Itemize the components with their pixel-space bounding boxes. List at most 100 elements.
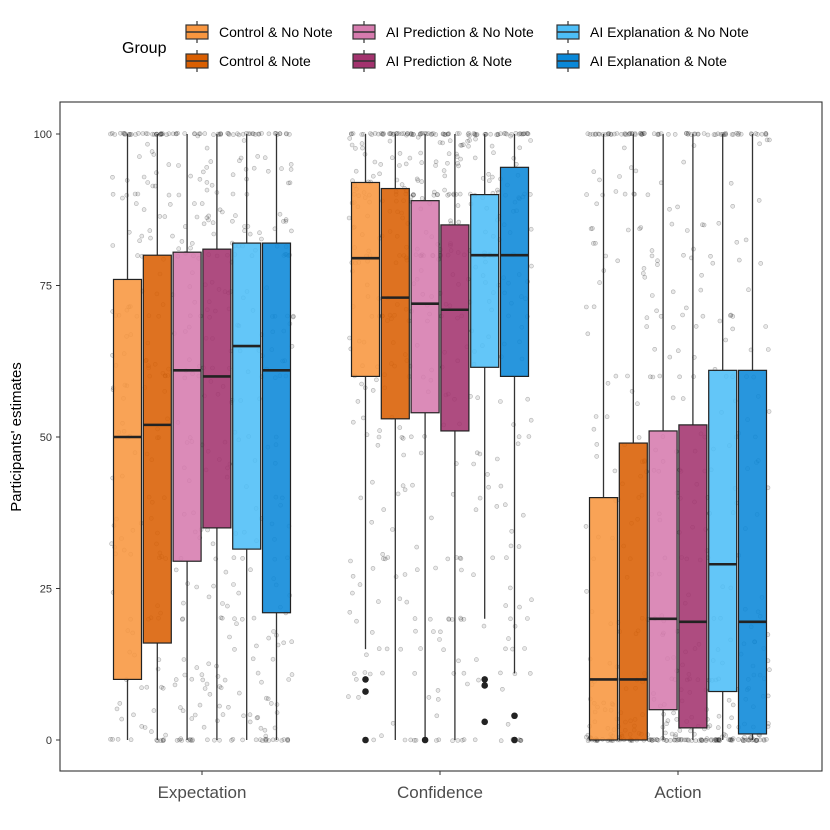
jitter-point — [489, 143, 495, 149]
jitter-point — [668, 738, 673, 743]
jitter-point — [236, 590, 241, 596]
jitter-point — [218, 685, 224, 691]
jitter-point — [163, 732, 168, 738]
jitter-point — [740, 738, 746, 743]
jitter-point — [528, 417, 534, 423]
jitter-point — [472, 131, 478, 137]
jitter-point — [446, 151, 452, 156]
jitter-point — [117, 701, 123, 706]
jitter-point — [594, 454, 600, 459]
jitter-point — [640, 131, 645, 136]
jitter-point — [192, 201, 197, 206]
jitter-point — [388, 131, 394, 136]
legend-label: Control & Note — [219, 53, 311, 69]
jitter-point — [593, 241, 598, 246]
jitter-point — [465, 132, 471, 137]
jitter-point — [584, 192, 589, 197]
jitter-point — [233, 213, 238, 218]
jitter-point — [370, 173, 376, 179]
jitter-point — [713, 132, 718, 137]
jitter-point — [418, 646, 423, 651]
jitter-point — [160, 131, 165, 136]
jitter-point — [419, 196, 425, 201]
jitter-point — [348, 131, 354, 137]
jitter-point — [626, 132, 632, 137]
jitter-point — [505, 721, 511, 727]
jitter-point — [525, 396, 531, 402]
jitter-point — [417, 132, 423, 137]
jitter-point — [400, 483, 406, 489]
jitter-point — [248, 567, 253, 573]
jitter-point — [262, 155, 268, 160]
jitter-point — [399, 131, 405, 137]
jitter-point — [151, 152, 157, 157]
jitter-point — [698, 737, 704, 742]
jitter-point — [471, 572, 476, 578]
jitter-point — [456, 219, 462, 225]
jitter-point — [667, 207, 672, 212]
jitter-point — [508, 133, 513, 139]
legend-item-control-and-no-note: Control & No Note — [185, 21, 333, 43]
jitter-point — [164, 132, 169, 137]
jitter-point — [477, 451, 483, 457]
jitter-point — [285, 738, 291, 744]
jitter-point — [404, 599, 410, 605]
jitter-point — [270, 656, 276, 662]
box-iqr — [470, 194, 500, 368]
jitter-point — [400, 436, 406, 441]
jitter-point — [726, 737, 732, 742]
jitter-point — [372, 159, 378, 165]
jitter-point — [364, 652, 369, 658]
jitter-point — [627, 131, 633, 136]
jitter-point — [695, 131, 701, 137]
jitter-point — [180, 708, 186, 714]
jitter-point — [736, 737, 741, 742]
jitter-point — [730, 326, 736, 332]
jitter-point — [414, 567, 420, 573]
box-iqr — [440, 224, 470, 432]
jitter-point — [704, 738, 709, 743]
jitter-point — [652, 346, 658, 352]
jitter-point — [230, 736, 236, 742]
jitter-point — [398, 646, 404, 652]
jitter-point — [242, 228, 247, 233]
jitter-point — [596, 131, 601, 137]
jitter-point — [408, 737, 414, 743]
jitter-point — [370, 479, 375, 485]
jitter-point — [440, 131, 446, 137]
jitter-point — [526, 434, 532, 439]
jitter-point — [188, 173, 193, 179]
jitter-point — [225, 603, 230, 609]
jitter-point — [486, 484, 491, 490]
jitter-point — [743, 237, 749, 243]
jitter-point — [605, 380, 611, 386]
jitter-point — [166, 192, 172, 198]
jitter-point — [516, 544, 522, 549]
jitter-point — [435, 192, 440, 197]
jitter-point — [118, 131, 123, 136]
jitter-point — [517, 131, 523, 136]
outlier-point — [362, 736, 369, 744]
jitter-point — [347, 609, 353, 615]
jitter-point — [503, 131, 508, 136]
jitter-point — [491, 150, 496, 155]
jitter-point — [286, 677, 292, 682]
jitter-point — [414, 176, 420, 182]
jitter-point — [350, 573, 356, 579]
jitter-point — [429, 131, 434, 137]
jitter-point — [147, 228, 153, 233]
jitter-point — [353, 146, 358, 151]
jitter-point — [408, 131, 414, 136]
jitter-point — [408, 434, 414, 440]
jitter-point — [594, 442, 600, 447]
jitter-point — [644, 315, 650, 321]
jitter-point — [590, 131, 596, 137]
jitter-point — [603, 253, 609, 259]
jitter-point — [247, 719, 253, 725]
jitter-point — [281, 737, 287, 742]
jitter-point — [701, 222, 707, 228]
jitter-point — [240, 131, 246, 137]
jitter-point — [736, 131, 742, 136]
jitter-point — [475, 395, 481, 401]
jitter-point — [211, 231, 217, 237]
